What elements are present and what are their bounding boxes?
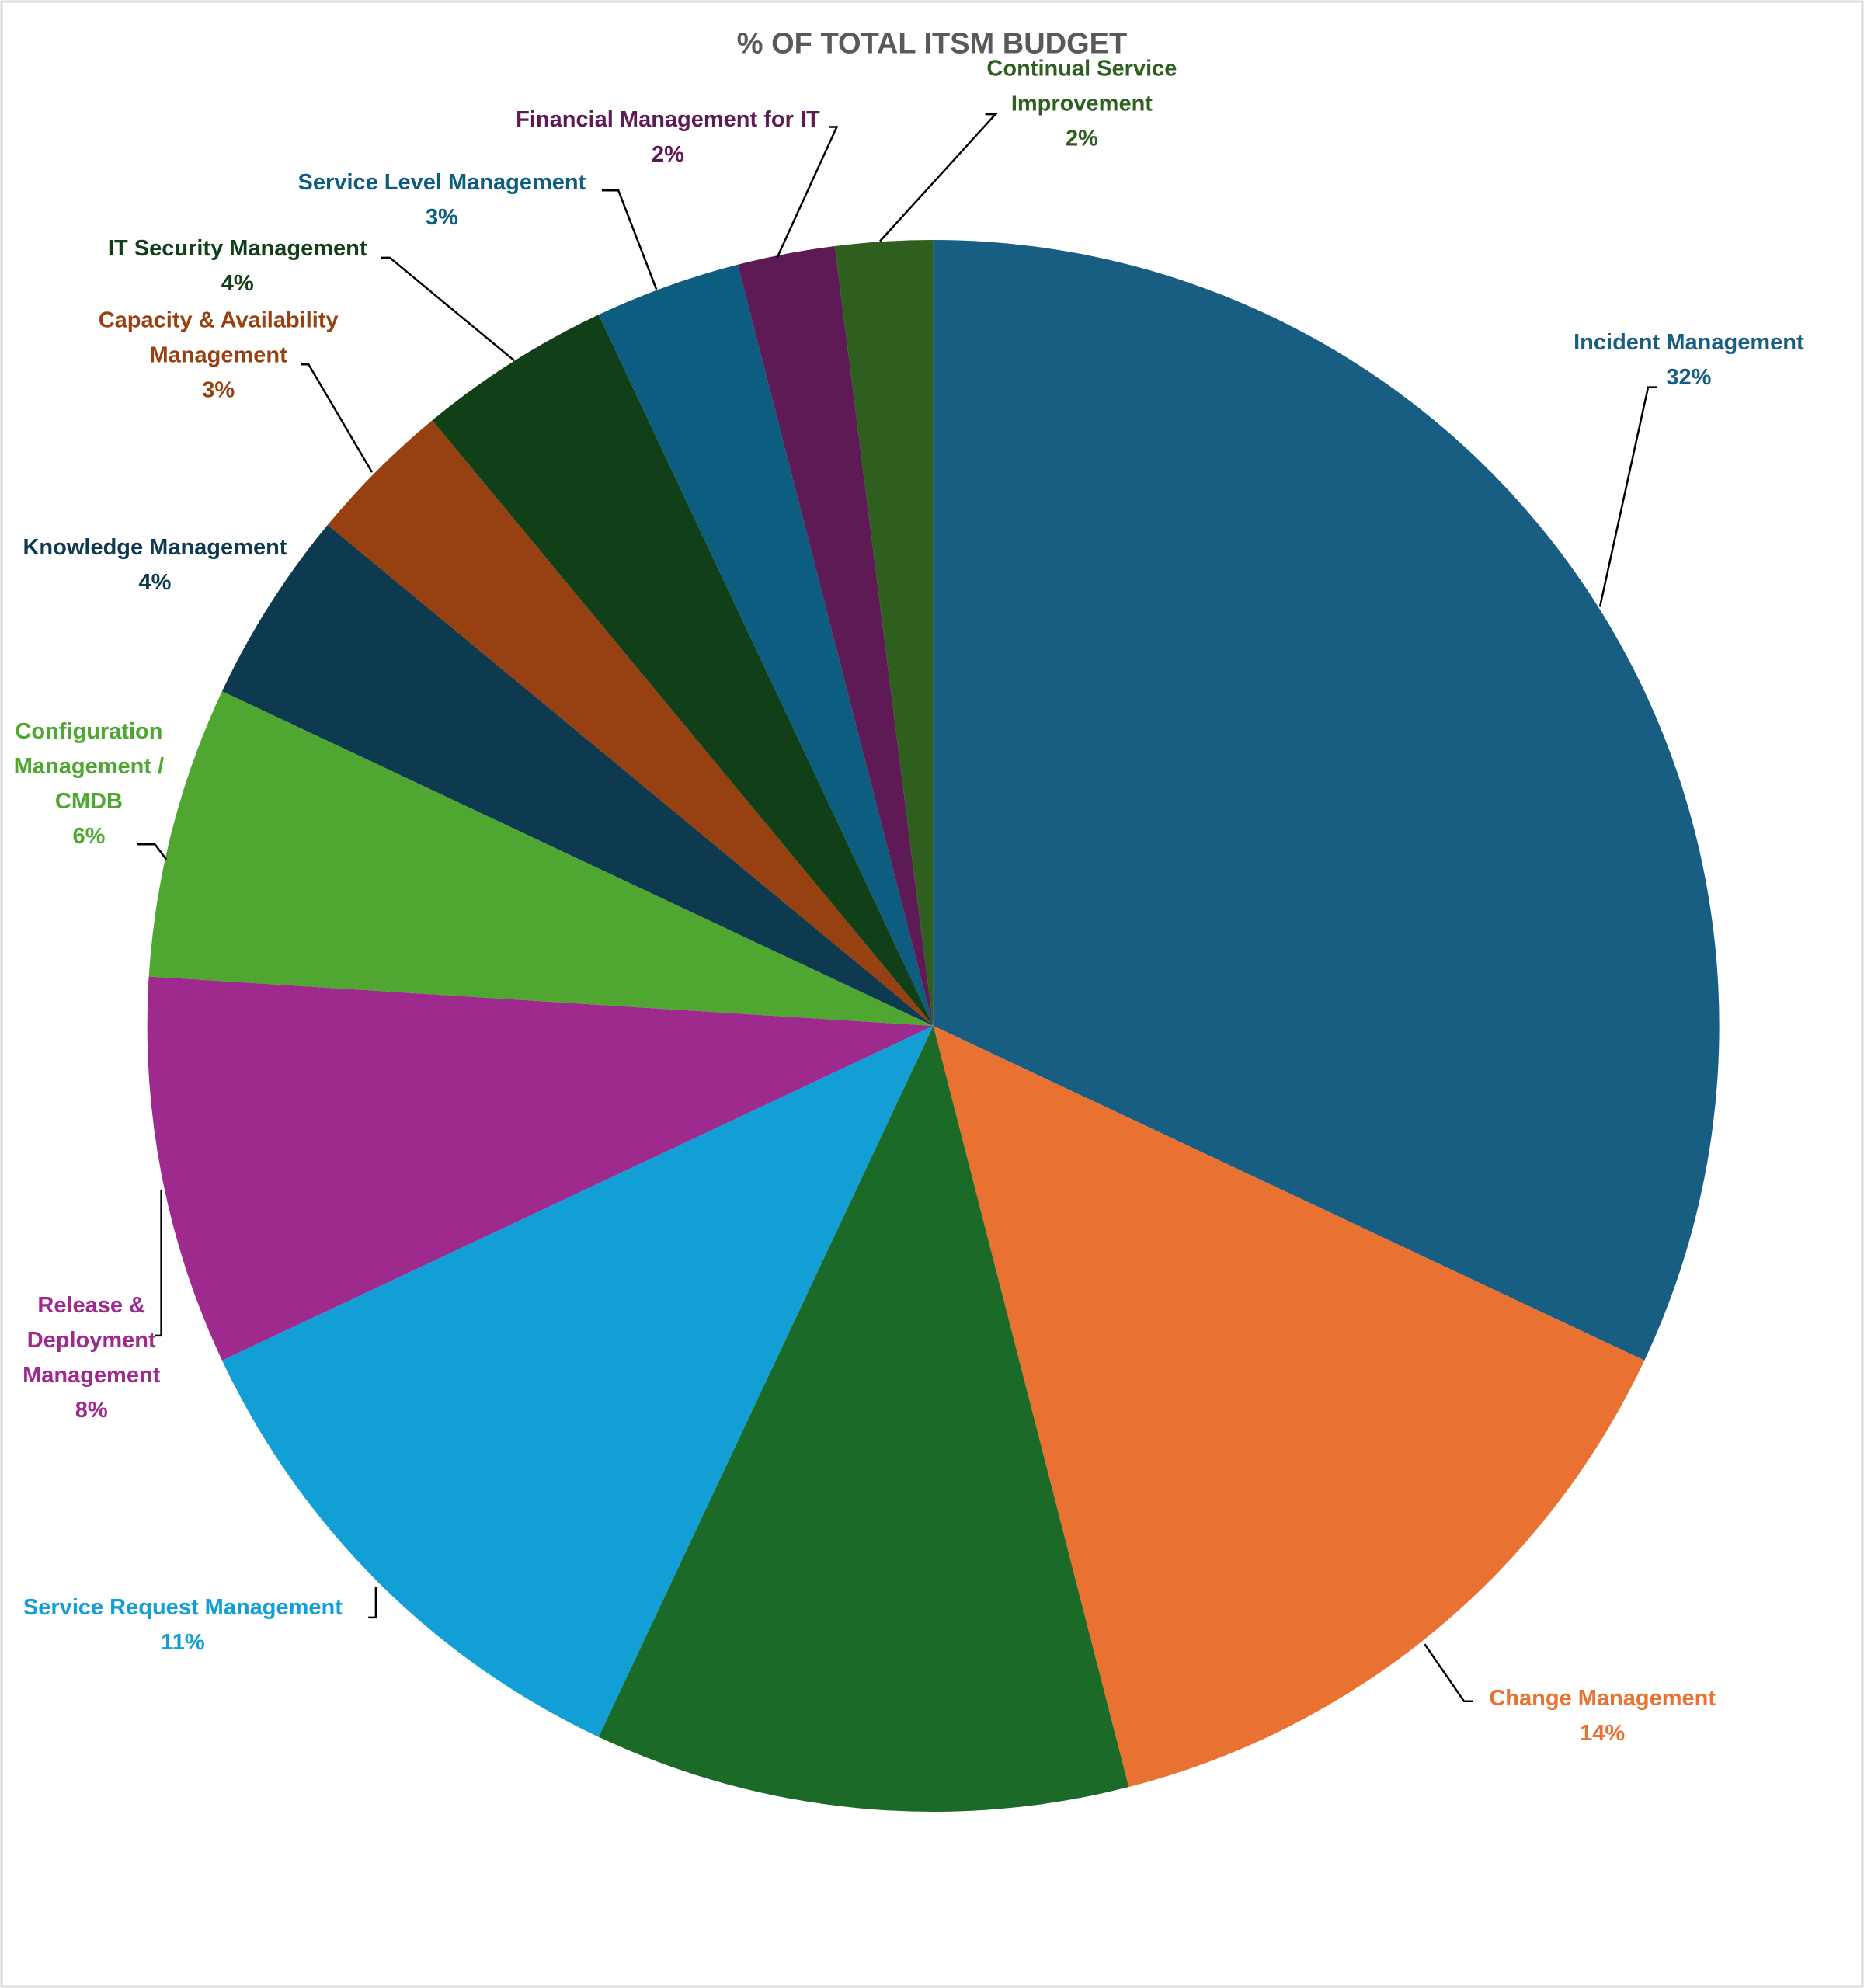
data-label: Continual Service Improvement 2% bbox=[971, 52, 1193, 157]
category-label: Configuration Management / CMDB bbox=[13, 719, 165, 815]
leader-line bbox=[137, 843, 168, 860]
leader-line bbox=[381, 256, 515, 362]
data-label: Configuration Management / CMDB 6% bbox=[3, 714, 175, 854]
category-label: IT Security Management bbox=[107, 236, 367, 262]
pie-slice bbox=[221, 524, 934, 1026]
leader-line bbox=[879, 113, 998, 242]
category-label: Change Management bbox=[1489, 1686, 1716, 1712]
value-label: 3% bbox=[202, 377, 235, 403]
leader-line bbox=[1424, 1643, 1473, 1702]
data-label: IT Security Management 4% bbox=[108, 231, 367, 301]
category-label: Service Level Management bbox=[297, 170, 586, 196]
leader-line bbox=[155, 1189, 162, 1337]
value-label: 4% bbox=[221, 271, 254, 297]
data-label: Incident Management 32% bbox=[1574, 325, 1804, 395]
leader-line bbox=[368, 1587, 377, 1619]
data-label: Financial Management for IT 2% bbox=[516, 103, 820, 172]
category-label: Continual Service Improvement bbox=[986, 56, 1177, 116]
category-label: Service Request Management bbox=[23, 1594, 343, 1620]
leader-line bbox=[1598, 386, 1657, 607]
pie-slice bbox=[221, 1025, 934, 1737]
value-label: 8% bbox=[75, 1398, 108, 1423]
pie-slice bbox=[834, 239, 934, 1026]
pie-slice bbox=[933, 1025, 1645, 1788]
chart-title: % OF TOTAL ITSM BUDGET bbox=[736, 27, 1128, 61]
pie-slice bbox=[327, 420, 934, 1026]
pie-slice bbox=[933, 239, 1720, 1361]
data-label: Release & Deployment Management 8% bbox=[9, 1288, 174, 1428]
category-label: Knowledge Management bbox=[23, 534, 287, 560]
category-label: Financial Management for IT bbox=[516, 106, 820, 132]
value-label: 14% bbox=[1580, 1721, 1626, 1746]
value-label: 6% bbox=[72, 824, 106, 850]
value-label: 11% bbox=[161, 1629, 205, 1655]
value-label: 2% bbox=[651, 141, 684, 167]
category-label: Capacity & Availability Management bbox=[98, 308, 339, 368]
leader-line bbox=[776, 126, 839, 259]
data-label: Service Request Management 11% bbox=[23, 1590, 343, 1660]
value-label: 4% bbox=[138, 569, 172, 595]
category-label: Release & Deployment Management bbox=[23, 1293, 161, 1388]
value-label: 2% bbox=[1065, 126, 1098, 151]
value-label: 3% bbox=[425, 205, 458, 231]
value-label: 32% bbox=[1666, 365, 1712, 391]
data-label: Service Level Management 3% bbox=[298, 165, 586, 235]
data-label: Change Management 14% bbox=[1489, 1681, 1716, 1751]
category-label: Incident Management bbox=[1574, 330, 1804, 356]
pie-slice bbox=[148, 691, 934, 1026]
pie-slice bbox=[598, 264, 934, 1026]
pie-slice bbox=[147, 976, 934, 1361]
data-label: Capacity & Availability Management 3% bbox=[75, 303, 361, 408]
pie-slice bbox=[432, 315, 934, 1026]
leader-line bbox=[301, 363, 374, 473]
data-label: Knowledge Management 4% bbox=[23, 530, 287, 600]
pie-slice bbox=[737, 245, 934, 1026]
pie-slice bbox=[598, 1025, 1129, 1812]
leader-line bbox=[601, 189, 658, 290]
